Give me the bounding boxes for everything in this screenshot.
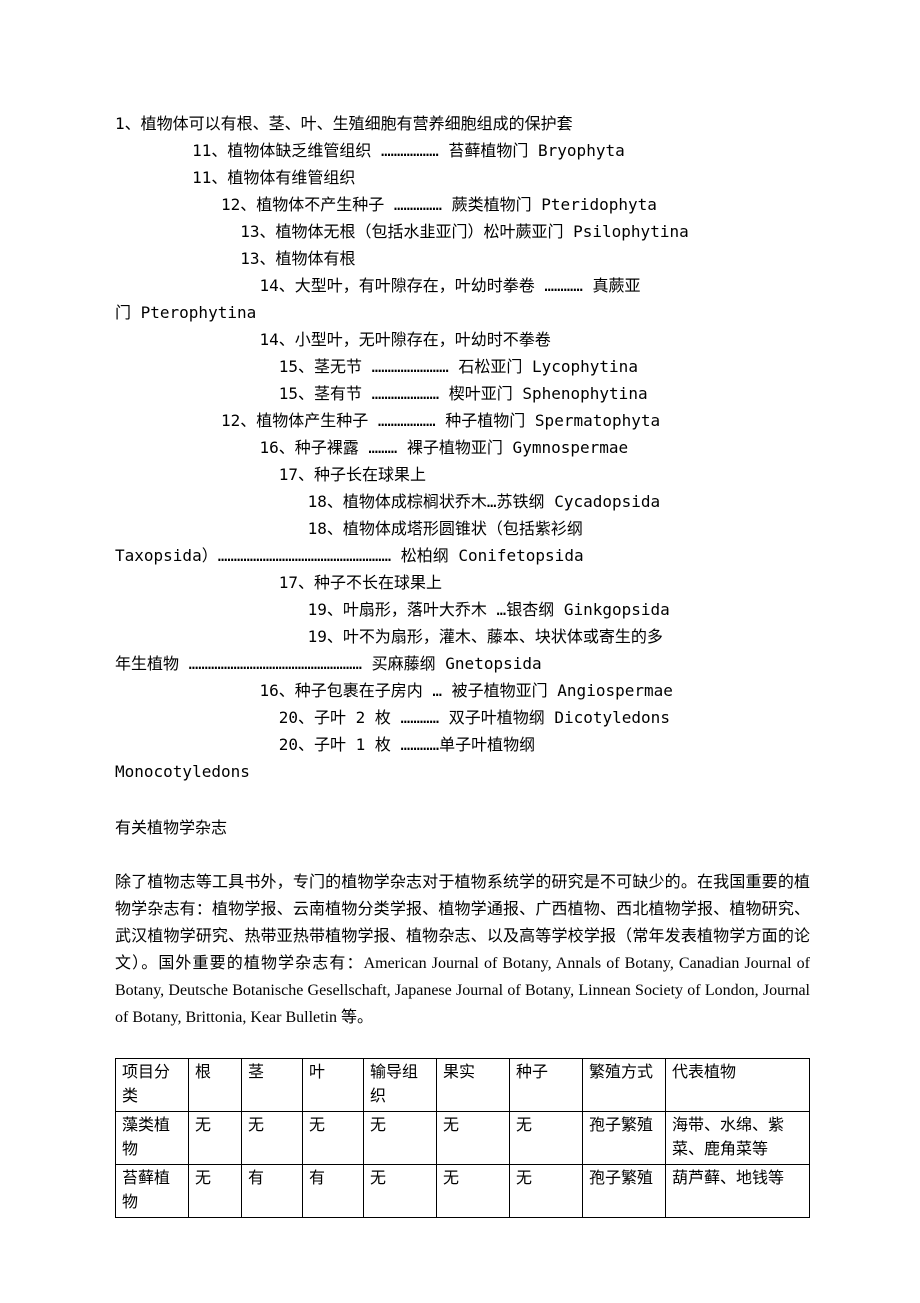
table-cell: 无	[189, 1112, 242, 1165]
table-cell: 无	[437, 1112, 510, 1165]
key-line: 门 Pterophytina	[115, 303, 256, 322]
table-header-cell: 茎	[242, 1059, 303, 1112]
key-line: 15、茎无节 …………………… 石松亚门 Lycophytina	[115, 357, 638, 376]
table-header-cell: 果实	[437, 1059, 510, 1112]
key-line: Taxopsida）……………………………………………… 松柏纲 Conifet…	[115, 546, 584, 565]
table-cell: 无	[242, 1112, 303, 1165]
key-line: 年生植物 ……………………………………………… 买麻藤纲 Gnetopsida	[115, 654, 542, 673]
table-cell: 苔藓植物	[116, 1165, 189, 1218]
journal-paragraph: 除了植物志等工具书外，专门的植物学杂志对于植物系统学的研究是不可缺少的。在我国重…	[115, 869, 810, 1031]
table-cell: 孢子繁殖	[583, 1112, 666, 1165]
key-line: 17、种子不长在球果上	[115, 573, 442, 592]
key-line: 16、种子包裹在子房内 … 被子植物亚门 Angiospermae	[115, 681, 673, 700]
key-line: 16、种子裸露 ……… 裸子植物亚门 Gymnospermae	[115, 438, 628, 457]
table-header-cell: 叶	[303, 1059, 364, 1112]
table-header-row: 项目分类 根 茎 叶 输导组织 果实 种子 繁殖方式 代表植物	[116, 1059, 810, 1112]
key-line: 1、植物体可以有根、茎、叶、生殖细胞有营养细胞组成的保护套	[115, 114, 573, 133]
key-line: 18、植物体成棕榈状乔木…苏铁纲 Cycadopsida	[115, 492, 660, 511]
table-header-cell: 输导组织	[364, 1059, 437, 1112]
document-page: 1、植物体可以有根、茎、叶、生殖细胞有营养细胞组成的保护套 11、植物体缺乏维管…	[0, 0, 920, 1303]
key-line: 14、小型叶，无叶隙存在，叶幼时不拳卷	[115, 330, 551, 349]
table-cell: 藻类植物	[116, 1112, 189, 1165]
table-cell: 无	[364, 1165, 437, 1218]
key-line: 11、植物体有维管组织	[115, 168, 355, 187]
table-cell: 无	[364, 1112, 437, 1165]
key-line: 11、植物体缺乏维管组织 ……………… 苔藓植物门 Bryophyta	[115, 141, 625, 160]
table-cell: 有	[303, 1165, 364, 1218]
table-header-cell: 代表植物	[666, 1059, 810, 1112]
table-row: 苔藓植物 无 有 有 无 无 无 孢子繁殖 葫芦藓、地钱等	[116, 1165, 810, 1218]
key-line: 20、子叶 2 枚 ………… 双子叶植物纲 Dicotyledons	[115, 708, 670, 727]
table-cell: 孢子繁殖	[583, 1165, 666, 1218]
key-line: 20、子叶 1 枚 …………单子叶植物纲	[115, 735, 535, 754]
plant-comparison-table: 项目分类 根 茎 叶 输导组织 果实 种子 繁殖方式 代表植物 藻类植物 无 无…	[115, 1058, 810, 1218]
table-cell: 无	[189, 1165, 242, 1218]
table-header-cell: 种子	[510, 1059, 583, 1112]
key-line: 15、茎有节 ………………… 楔叶亚门 Sphenophytina	[115, 384, 648, 403]
key-line: 12、植物体不产生种子 …………… 蕨类植物门 Pteridophyta	[115, 195, 657, 214]
key-line: Monocotyledons	[115, 762, 250, 781]
key-line: 18、植物体成塔形圆锥状（包括紫衫纲	[115, 519, 583, 538]
table-cell: 无	[510, 1165, 583, 1218]
table-header-cell: 繁殖方式	[583, 1059, 666, 1112]
table-header-cell: 项目分类	[116, 1059, 189, 1112]
dichotomous-key: 1、植物体可以有根、茎、叶、生殖细胞有营养细胞组成的保护套 11、植物体缺乏维管…	[115, 110, 810, 785]
key-line: 13、植物体有根	[115, 249, 356, 268]
table-cell: 海带、水绵、紫菜、鹿角菜等	[666, 1112, 810, 1165]
table-cell: 葫芦藓、地钱等	[666, 1165, 810, 1218]
table-cell: 无	[303, 1112, 364, 1165]
table-cell: 有	[242, 1165, 303, 1218]
key-line: 19、叶扇形，落叶大乔木 …银杏纲 Ginkgopsida	[115, 600, 670, 619]
key-line: 13、植物体无根（包括水韭亚门）松叶蕨亚门 Psilophytina	[115, 222, 689, 241]
table-cell: 无	[510, 1112, 583, 1165]
section-title: 有关植物学杂志	[115, 815, 810, 842]
key-line: 17、种子长在球果上	[115, 465, 426, 484]
table-header-cell: 根	[189, 1059, 242, 1112]
key-line: 14、大型叶，有叶隙存在，叶幼时拳卷 ………… 真蕨亚	[115, 276, 641, 295]
key-line: 19、叶不为扇形，灌木、藤本、块状体或寄生的多	[115, 627, 663, 646]
key-line: 12、植物体产生种子 ……………… 种子植物门 Spermatophyta	[115, 411, 660, 430]
table-cell: 无	[437, 1165, 510, 1218]
table-row: 藻类植物 无 无 无 无 无 无 孢子繁殖 海带、水绵、紫菜、鹿角菜等	[116, 1112, 810, 1165]
